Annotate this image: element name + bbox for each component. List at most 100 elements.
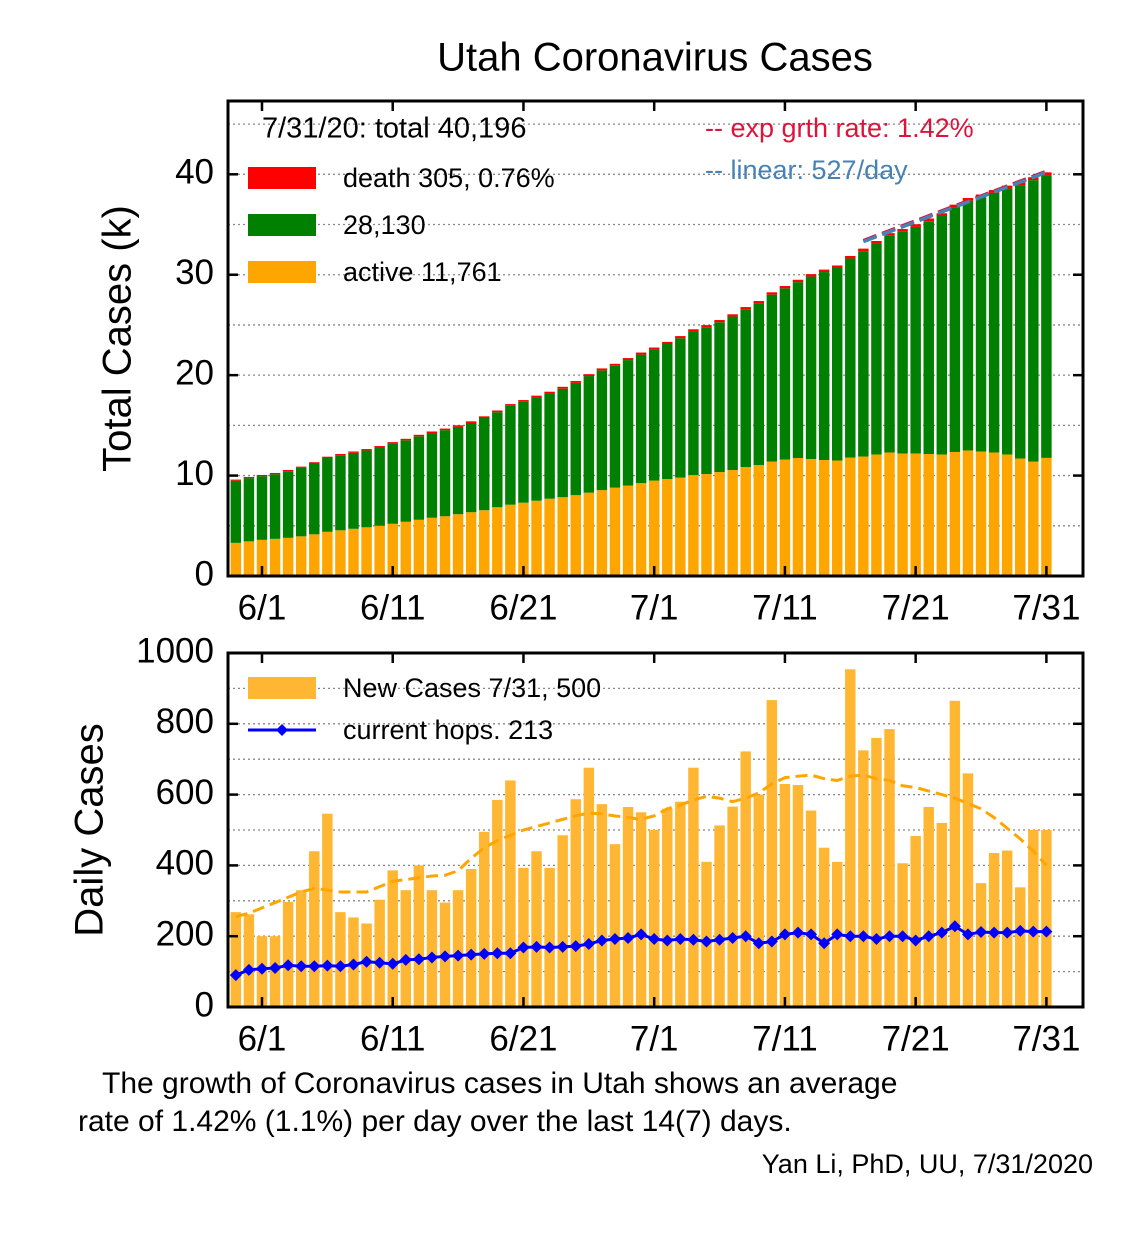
bar	[936, 454, 948, 576]
x-tick-label: 6/11	[360, 1019, 426, 1058]
bar	[871, 243, 882, 455]
caption-line: The growth of Coronavirus cases in Utah …	[102, 1067, 897, 1100]
bar	[570, 382, 581, 496]
bar	[557, 497, 568, 576]
bar	[858, 750, 869, 1007]
bar	[962, 450, 974, 576]
bar	[387, 443, 398, 524]
bar	[479, 510, 490, 576]
bar	[792, 279, 804, 283]
bar	[583, 492, 595, 576]
marker	[896, 930, 909, 943]
bar	[635, 483, 647, 576]
bar	[622, 806, 634, 1007]
bar	[648, 480, 660, 576]
bar	[413, 519, 425, 576]
bar	[701, 325, 712, 328]
bar	[400, 521, 412, 576]
marker	[805, 928, 818, 941]
bar	[348, 528, 359, 576]
bar	[701, 474, 712, 576]
bar	[753, 465, 765, 576]
bar	[871, 737, 882, 1007]
marker	[543, 941, 556, 954]
bar	[583, 767, 595, 1007]
marker	[1027, 925, 1040, 938]
bar	[1001, 188, 1013, 455]
bar	[975, 451, 987, 576]
bar	[439, 516, 451, 576]
bar	[570, 380, 581, 383]
bar	[492, 799, 503, 1007]
y-tick-label: 0	[195, 985, 214, 1024]
bar	[805, 810, 817, 1007]
marker	[582, 937, 595, 950]
bar	[1028, 461, 1039, 576]
bar	[479, 416, 490, 419]
bar	[335, 530, 346, 576]
x-tick-label: 6/21	[489, 588, 557, 627]
marker	[308, 960, 321, 973]
bar	[583, 376, 595, 493]
bar	[727, 314, 738, 317]
x-tick-label: 7/1	[630, 1019, 679, 1058]
bar	[727, 470, 738, 576]
bar	[282, 469, 294, 472]
bar	[348, 452, 359, 529]
bar	[295, 890, 307, 1007]
legend-marker	[276, 724, 288, 736]
y-axis-label: Daily Cases	[68, 723, 112, 936]
bar	[387, 523, 398, 576]
bar	[701, 861, 712, 1007]
plot-frame	[226, 651, 1085, 1009]
bar	[766, 700, 778, 1007]
bar	[269, 538, 281, 576]
bar	[400, 440, 412, 522]
marker	[360, 955, 373, 968]
bar	[884, 233, 895, 236]
bar	[492, 412, 503, 508]
bar	[596, 370, 608, 491]
bar	[923, 453, 934, 576]
bar	[648, 347, 660, 350]
x-tick-label: 6/11	[360, 588, 426, 627]
bar	[518, 867, 529, 1007]
marker	[700, 935, 713, 948]
bar	[949, 700, 961, 1007]
bar	[348, 451, 359, 453]
bar	[675, 801, 686, 1007]
bar	[988, 452, 1000, 576]
bar	[426, 890, 438, 1007]
bar	[714, 825, 725, 1007]
bar	[282, 901, 294, 1007]
legend-label: 28,130	[343, 210, 426, 240]
marker	[478, 947, 491, 960]
marker	[465, 948, 478, 961]
bar	[714, 472, 725, 576]
bar	[1041, 457, 1052, 576]
bar	[322, 813, 333, 1007]
bar	[387, 870, 398, 1007]
marker	[347, 958, 360, 971]
bar	[452, 425, 464, 427]
bar	[243, 541, 255, 576]
bar	[845, 258, 856, 458]
marker	[530, 940, 543, 953]
bar	[1041, 830, 1052, 1007]
bar	[531, 395, 542, 398]
marker	[295, 960, 308, 973]
bar	[779, 459, 791, 576]
bar	[831, 265, 843, 268]
bar	[622, 358, 634, 361]
bar	[1001, 454, 1013, 576]
bar	[374, 525, 385, 576]
marker	[857, 930, 870, 943]
marker	[595, 934, 608, 947]
bar	[322, 458, 333, 532]
x-tick-label: 7/21	[882, 588, 950, 627]
bar	[230, 542, 242, 576]
bar	[910, 453, 921, 576]
bar	[805, 459, 817, 576]
bar	[884, 452, 895, 576]
x-tick-label: 6/1	[238, 1019, 287, 1058]
